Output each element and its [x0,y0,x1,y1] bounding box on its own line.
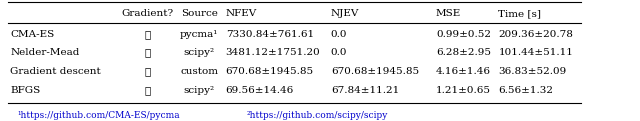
Text: 209.36±20.78: 209.36±20.78 [499,30,573,39]
Text: ✓: ✓ [144,67,150,76]
Text: 69.56±14.46: 69.56±14.46 [226,86,294,95]
Text: 0.0: 0.0 [331,30,348,39]
Text: 101.44±51.11: 101.44±51.11 [499,48,573,57]
Text: ✗: ✗ [144,48,150,57]
Text: scipy²: scipy² [184,86,215,95]
Text: Gradient?: Gradient? [121,9,173,18]
Text: 7330.84±761.61: 7330.84±761.61 [226,30,314,39]
Text: 6.28±2.95: 6.28±2.95 [436,48,491,57]
Text: 4.16±1.46: 4.16±1.46 [436,67,491,76]
Text: ✓: ✓ [144,86,150,95]
Text: ¹https://github.com/CMA-ES/pycma: ¹https://github.com/CMA-ES/pycma [17,111,180,120]
Text: ²https://github.com/scipy/scipy: ²https://github.com/scipy/scipy [246,111,388,120]
Text: 67.84±11.21: 67.84±11.21 [331,86,399,95]
Text: 3481.12±1751.20: 3481.12±1751.20 [226,48,321,57]
Text: Source: Source [181,9,218,18]
Text: CMA-ES: CMA-ES [10,30,54,39]
Text: 36.83±52.09: 36.83±52.09 [499,67,566,76]
Text: 6.56±1.32: 6.56±1.32 [499,86,554,95]
Text: 1.21±0.65: 1.21±0.65 [436,86,491,95]
Text: 670.68±1945.85: 670.68±1945.85 [226,67,314,76]
Text: MSE: MSE [436,9,461,18]
Text: custom: custom [180,67,218,76]
Text: Gradient descent: Gradient descent [10,67,101,76]
Text: NJEV: NJEV [331,9,359,18]
Text: ✗: ✗ [144,30,150,39]
Text: 0.0: 0.0 [331,48,348,57]
Text: pycma¹: pycma¹ [180,30,218,39]
Text: scipy²: scipy² [184,48,215,57]
Text: BFGS: BFGS [10,86,40,95]
Text: 0.99±0.52: 0.99±0.52 [436,30,491,39]
Text: Time [s]: Time [s] [499,9,541,18]
Text: Nelder-Mead: Nelder-Mead [10,48,80,57]
Text: 670.68±1945.85: 670.68±1945.85 [331,67,419,76]
Text: NFEV: NFEV [226,9,257,18]
